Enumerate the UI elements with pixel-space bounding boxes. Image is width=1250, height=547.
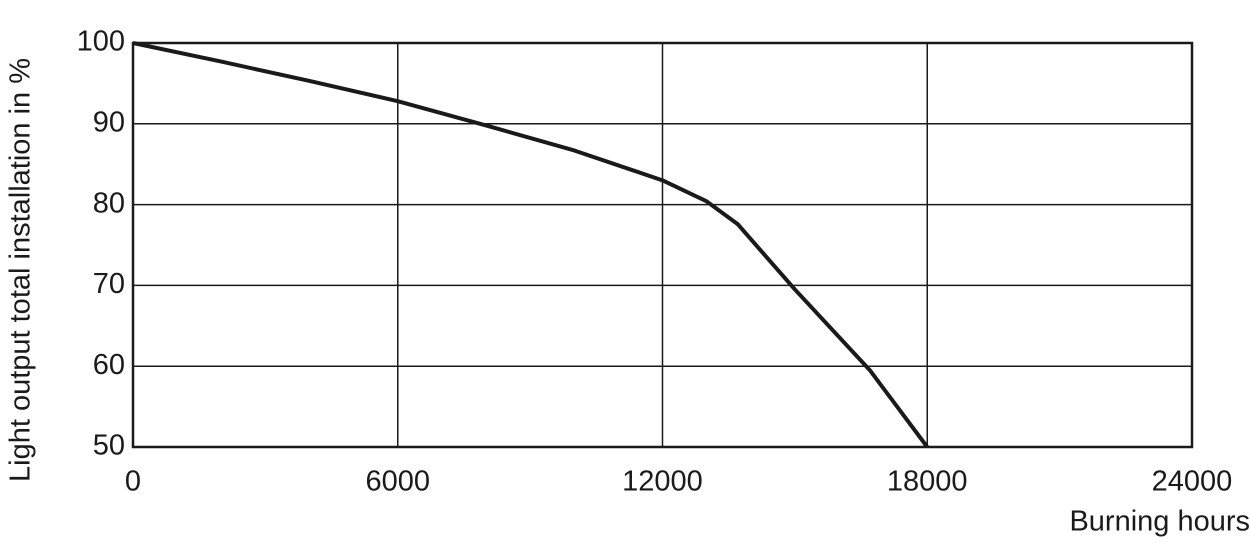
plot-frame	[131, 41, 1194, 449]
x-tick-label: 0	[125, 466, 141, 498]
y-axis-label: Light output total installation in %	[5, 58, 37, 482]
y-tick-label: 50	[93, 430, 125, 462]
y-tick-label: 80	[93, 187, 125, 219]
y-tick-label: 60	[93, 349, 125, 381]
x-tick-label: 18000	[887, 466, 968, 498]
line	[132, 41, 929, 449]
y-tick-label: 100	[77, 26, 125, 58]
x-axis-label: Burning hours	[1069, 506, 1250, 538]
y-tick-label: 70	[93, 268, 125, 300]
x-tick-label: 12000	[622, 466, 703, 498]
x-tick-label: 24000	[1152, 466, 1233, 498]
x-tick-label: 6000	[365, 466, 430, 498]
y-tick-label: 90	[93, 106, 125, 138]
